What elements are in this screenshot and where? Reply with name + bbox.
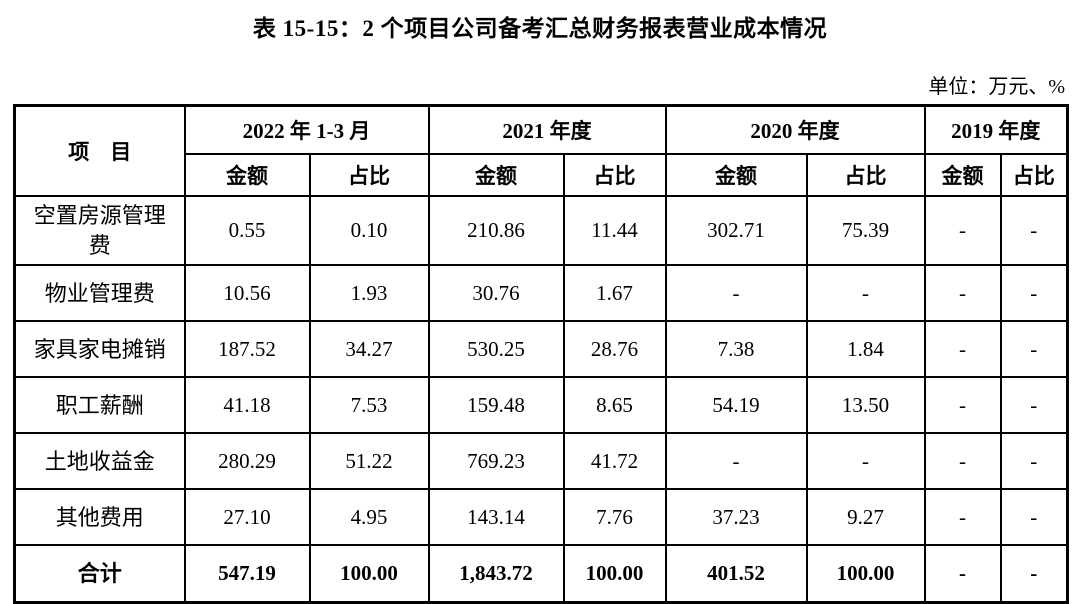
cell-2021-ratio: 100.00 (562, 544, 667, 604)
row-label: 其他费用 (13, 488, 186, 547)
operating-cost-table: 项 目 2022 年 1-3 月 2021 年度 2020 年度 2019 年度… (13, 104, 1069, 604)
subheader-ratio-2021: 占比 (562, 153, 667, 197)
cell-2019-ratio: - (999, 432, 1069, 491)
cell-2020-ratio: 13.50 (805, 376, 926, 435)
total-row-label: 合计 (13, 544, 186, 604)
cell-2021-amount: 530.25 (427, 320, 565, 379)
cell-2022q1-amount: 280.29 (183, 432, 311, 491)
cell-2019-ratio: - (999, 194, 1069, 267)
cell-2020-ratio: 75.39 (805, 194, 926, 267)
row-label: 土地收益金 (13, 432, 186, 491)
cell-2019-amount: - (923, 432, 1002, 491)
cell-2020-ratio: - (805, 264, 926, 323)
column-header-2019: 2019 年度 (923, 104, 1069, 155)
subheader-amount-2020: 金额 (664, 153, 808, 197)
cell-2022q1-ratio: 0.10 (308, 194, 430, 267)
cell-2019-amount: - (923, 264, 1002, 323)
subheader-amount-2022q1: 金额 (183, 153, 311, 197)
header-row-periods: 项 目 2022 年 1-3 月 2021 年度 2020 年度 2019 年度 (13, 104, 1069, 197)
cell-2021-amount: 159.48 (427, 376, 565, 435)
cell-2020-amount: - (664, 264, 808, 323)
table-row: 物业管理费 10.56 1.93 30.76 1.67 - - - - (13, 264, 1069, 323)
cell-2022q1-amount: 0.55 (183, 194, 311, 267)
cell-2022q1-ratio: 34.27 (308, 320, 430, 379)
cell-2022q1-amount: 41.18 (183, 376, 311, 435)
cell-2020-amount: 7.38 (664, 320, 808, 379)
cell-2019-amount: - (923, 194, 1002, 267)
table-row: 职工薪酬 41.18 7.53 159.48 8.65 54.19 13.50 … (13, 376, 1069, 435)
cell-2019-ratio: - (999, 376, 1069, 435)
cell-2021-amount: 769.23 (427, 432, 565, 491)
cell-2020-amount: 37.23 (664, 488, 808, 547)
cell-2022q1-ratio: 100.00 (308, 544, 430, 604)
table-title: 表 15-15：2 个项目公司备考汇总财务报表营业成本情况 (252, 16, 828, 41)
cell-2021-ratio: 41.72 (562, 432, 667, 491)
cell-2021-amount: 210.86 (427, 194, 565, 267)
cell-2019-amount: - (923, 376, 1002, 435)
cell-2021-amount: 30.76 (427, 264, 565, 323)
cell-2022q1-ratio: 4.95 (308, 488, 430, 547)
cell-2021-ratio: 8.65 (562, 376, 667, 435)
column-header-2020: 2020 年度 (664, 104, 926, 155)
cell-2020-amount: 401.52 (664, 544, 808, 604)
table-row: 家具家电摊销 187.52 34.27 530.25 28.76 7.38 1.… (13, 320, 1069, 379)
subheader-ratio-2019: 占比 (999, 153, 1069, 197)
cell-2021-amount: 143.14 (427, 488, 565, 547)
table-row: 空置房源管理费 0.55 0.10 210.86 11.44 302.71 75… (13, 194, 1069, 267)
header-row-subcolumns: 金额 占比 金额 占比 金额 占比 金额 占比 (15, 153, 1069, 197)
subheader-ratio-2022q1: 占比 (308, 153, 430, 197)
row-label: 物业管理费 (13, 264, 186, 323)
cell-2021-amount: 1,843.72 (427, 544, 565, 604)
cell-2020-ratio: - (805, 432, 926, 491)
cell-2022q1-amount: 187.52 (183, 320, 311, 379)
cell-2020-ratio: 9.27 (805, 488, 926, 547)
cell-2022q1-amount: 27.10 (183, 488, 311, 547)
document-page: 表 15-15：2 个项目公司备考汇总财务报表营业成本情况 单位：万元、% 项 … (13, 16, 1069, 604)
cell-2022q1-ratio: 7.53 (308, 376, 430, 435)
cell-2020-amount: - (664, 432, 808, 491)
cell-2021-ratio: 11.44 (562, 194, 667, 267)
row-label: 职工薪酬 (13, 376, 186, 435)
cell-2021-ratio: 28.76 (562, 320, 667, 379)
cell-2020-ratio: 100.00 (805, 544, 926, 604)
column-header-item: 项 目 (13, 104, 186, 197)
table-total-row: 合计 547.19 100.00 1,843.72 100.00 401.52 … (13, 544, 1069, 604)
subheader-ratio-2020: 占比 (805, 153, 926, 197)
cell-2022q1-amount: 547.19 (183, 544, 311, 604)
cell-2020-amount: 54.19 (664, 376, 808, 435)
cell-2019-amount: - (923, 488, 1002, 547)
row-label: 空置房源管理费 (13, 194, 186, 267)
table-row: 其他费用 27.10 4.95 143.14 7.76 37.23 9.27 -… (13, 488, 1069, 547)
column-header-2022q1: 2022 年 1-3 月 (183, 104, 430, 155)
table-row: 土地收益金 280.29 51.22 769.23 41.72 - - - - (13, 432, 1069, 491)
cell-2019-ratio: - (999, 264, 1069, 323)
cell-2019-amount: - (923, 544, 1002, 604)
subheader-amount-2019: 金额 (923, 153, 1002, 197)
cell-2022q1-ratio: 1.93 (308, 264, 430, 323)
cell-2022q1-amount: 10.56 (183, 264, 311, 323)
row-label: 家具家电摊销 (13, 320, 186, 379)
cell-2019-amount: - (923, 320, 1002, 379)
cell-2020-ratio: 1.84 (805, 320, 926, 379)
cell-2021-ratio: 7.76 (562, 488, 667, 547)
cell-2020-amount: 302.71 (664, 194, 808, 267)
cell-2019-ratio: - (999, 488, 1069, 547)
cell-2021-ratio: 1.67 (562, 264, 667, 323)
unit-label: 单位：万元、% (928, 76, 1065, 98)
subheader-amount-2021: 金额 (427, 153, 565, 197)
cell-2019-ratio: - (999, 544, 1069, 604)
cell-2019-ratio: - (999, 320, 1069, 379)
column-header-2021: 2021 年度 (427, 104, 667, 155)
cell-2022q1-ratio: 51.22 (308, 432, 430, 491)
